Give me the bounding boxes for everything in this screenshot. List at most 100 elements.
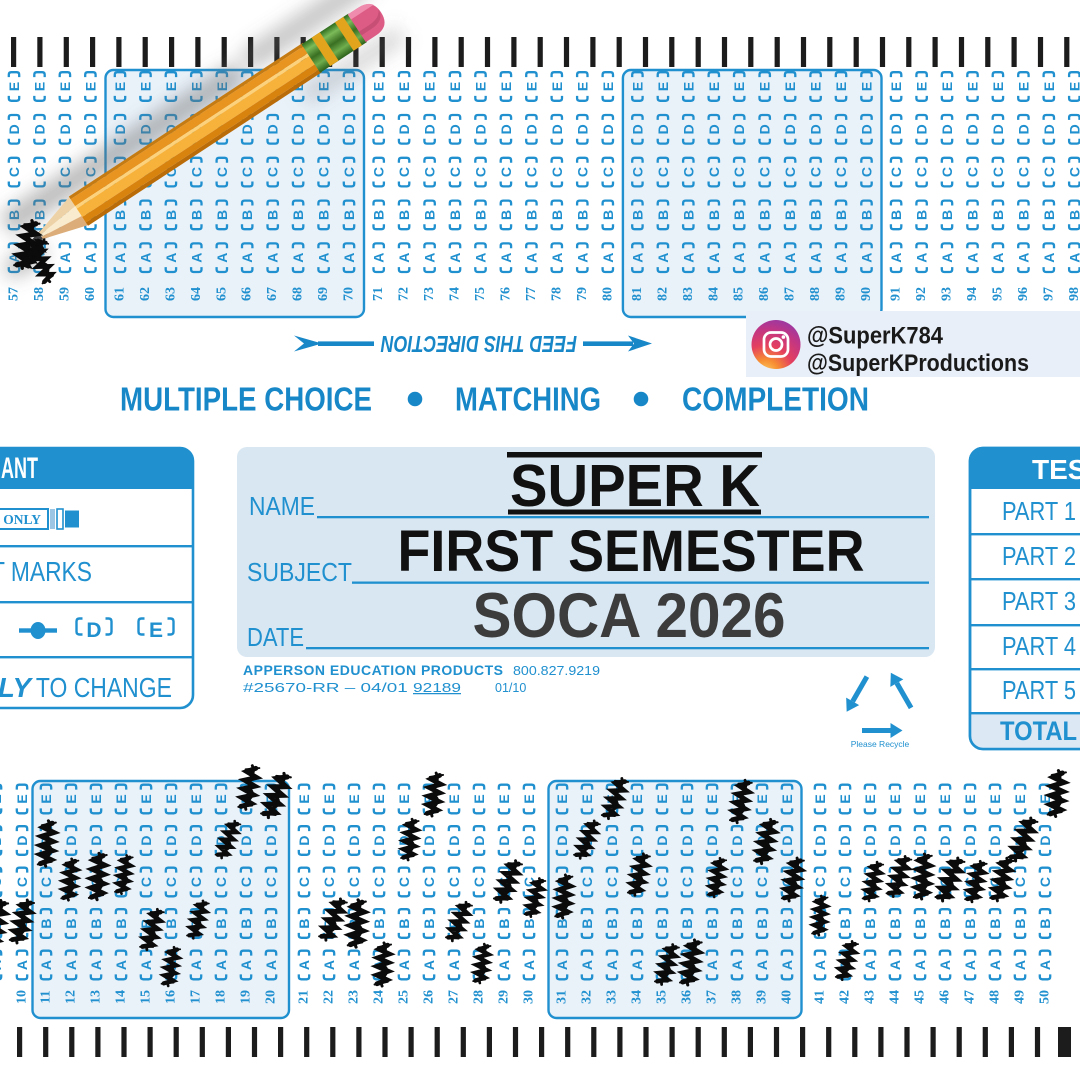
svg-text:16: 16 xyxy=(164,990,179,1004)
svg-text:T MARKS: T MARKS xyxy=(0,556,92,587)
svg-text:23: 23 xyxy=(347,990,362,1004)
svg-text:70: 70 xyxy=(342,287,357,301)
svg-text:30: 30 xyxy=(522,990,537,1004)
svg-text:78: 78 xyxy=(549,287,564,301)
svg-text:95: 95 xyxy=(990,287,1005,301)
svg-text:90: 90 xyxy=(859,287,874,301)
svg-text:68: 68 xyxy=(291,287,306,301)
svg-text:36: 36 xyxy=(680,990,695,1004)
svg-text:48: 48 xyxy=(988,990,1003,1004)
svg-text:49: 49 xyxy=(1013,990,1028,1004)
svg-text:800.827.9219: 800.827.9219 xyxy=(513,663,600,678)
svg-text:41: 41 xyxy=(813,990,828,1004)
svg-text:TOTAL: TOTAL xyxy=(1000,716,1077,746)
svg-text:ANT: ANT xyxy=(1,452,38,485)
svg-text:DATE: DATE xyxy=(247,622,304,652)
svg-text:57: 57 xyxy=(7,287,22,301)
svg-text:PART 2: PART 2 xyxy=(1002,541,1076,571)
svg-text:18: 18 xyxy=(214,990,229,1004)
svg-text:28: 28 xyxy=(472,990,487,1004)
svg-text:83: 83 xyxy=(681,287,696,301)
svg-text:98: 98 xyxy=(1067,287,1080,301)
svg-text:26: 26 xyxy=(422,990,437,1004)
svg-text:85: 85 xyxy=(732,287,747,301)
svg-text:45: 45 xyxy=(913,990,928,1004)
svg-text:61: 61 xyxy=(113,287,128,301)
svg-text:13: 13 xyxy=(89,990,104,1004)
svg-text:31: 31 xyxy=(555,990,570,1004)
svg-text:PART 5: PART 5 xyxy=(1002,675,1076,705)
svg-text:PART 1: PART 1 xyxy=(1002,496,1076,526)
svg-text:44: 44 xyxy=(888,990,903,1004)
svg-text:17: 17 xyxy=(189,990,204,1004)
svg-text:86: 86 xyxy=(757,287,772,301)
svg-text:97: 97 xyxy=(1041,287,1056,301)
svg-text:40: 40 xyxy=(780,990,795,1004)
svg-text:66: 66 xyxy=(240,287,255,301)
svg-text:38: 38 xyxy=(730,990,745,1004)
svg-text:14: 14 xyxy=(114,990,129,1004)
svg-text:SUPER K: SUPER K xyxy=(510,453,760,519)
svg-text:88: 88 xyxy=(808,287,823,301)
svg-text:FIRST SEMESTER: FIRST SEMESTER xyxy=(398,519,865,584)
svg-text:84: 84 xyxy=(706,287,721,301)
svg-text:21: 21 xyxy=(297,990,312,1004)
svg-text:46: 46 xyxy=(938,990,953,1004)
svg-text:69: 69 xyxy=(316,287,331,301)
svg-text:67: 67 xyxy=(265,287,280,301)
svg-text:TEST: TEST xyxy=(1032,454,1080,485)
svg-text:PENCIL ONLY: PENCIL ONLY xyxy=(0,512,41,527)
svg-text:Please Recycle: Please Recycle xyxy=(851,739,910,749)
svg-text:33: 33 xyxy=(605,990,620,1004)
svg-text:64: 64 xyxy=(189,287,204,301)
svg-text:50: 50 xyxy=(1038,990,1053,1004)
svg-text:11: 11 xyxy=(39,990,54,1003)
svg-text:60: 60 xyxy=(83,287,98,301)
svg-text:92: 92 xyxy=(914,287,929,301)
svg-text:65: 65 xyxy=(214,287,229,301)
svg-text:81: 81 xyxy=(630,287,645,301)
svg-text:22: 22 xyxy=(322,990,337,1004)
svg-text:91: 91 xyxy=(889,287,904,301)
svg-text:10: 10 xyxy=(15,990,30,1004)
svg-text:COMPLETION: COMPLETION xyxy=(682,382,869,419)
svg-text:E: E xyxy=(149,619,163,642)
svg-text:34: 34 xyxy=(630,990,645,1004)
svg-text:59: 59 xyxy=(57,287,72,301)
svg-text:58: 58 xyxy=(32,287,47,301)
svg-text:D: D xyxy=(86,619,101,642)
svg-text:29: 29 xyxy=(497,990,512,1004)
svg-text:73: 73 xyxy=(422,287,437,301)
svg-text:SOCA 2026: SOCA 2026 xyxy=(473,581,786,651)
svg-text:39: 39 xyxy=(755,990,770,1004)
svg-text:MATCHING: MATCHING xyxy=(455,382,601,419)
svg-text:43: 43 xyxy=(863,990,878,1004)
svg-text:FEED THIS DIRECTION: FEED THIS DIRECTION xyxy=(381,331,577,357)
svg-text:19: 19 xyxy=(239,990,254,1004)
svg-text:15: 15 xyxy=(139,990,154,1004)
svg-text:APPERSON EDUCATION PRODUCTS: APPERSON EDUCATION PRODUCTS xyxy=(243,662,503,678)
svg-text:27: 27 xyxy=(447,990,462,1004)
svg-text:96: 96 xyxy=(1016,287,1031,301)
svg-text:35: 35 xyxy=(655,990,670,1004)
svg-text:24: 24 xyxy=(372,990,387,1004)
svg-text:77: 77 xyxy=(524,287,539,301)
svg-text:42: 42 xyxy=(838,990,853,1004)
svg-text:47: 47 xyxy=(963,990,978,1004)
svg-text:93: 93 xyxy=(940,287,955,301)
svg-text:89: 89 xyxy=(834,287,849,301)
svg-text:32: 32 xyxy=(580,990,595,1004)
svg-text:75: 75 xyxy=(473,287,488,301)
svg-text:80: 80 xyxy=(600,287,615,301)
svg-text:25: 25 xyxy=(397,990,412,1004)
svg-text:87: 87 xyxy=(783,287,798,301)
svg-text:@SuperK784: @SuperK784 xyxy=(807,323,943,350)
svg-text:76: 76 xyxy=(498,287,513,301)
svg-text:72: 72 xyxy=(397,287,412,301)
svg-text:20: 20 xyxy=(264,990,279,1004)
svg-text:37: 37 xyxy=(705,990,720,1004)
svg-text:PART 3: PART 3 xyxy=(1002,586,1076,616)
svg-text:71: 71 xyxy=(371,287,386,301)
svg-text:MULTIPLE CHOICE: MULTIPLE CHOICE xyxy=(120,382,372,419)
